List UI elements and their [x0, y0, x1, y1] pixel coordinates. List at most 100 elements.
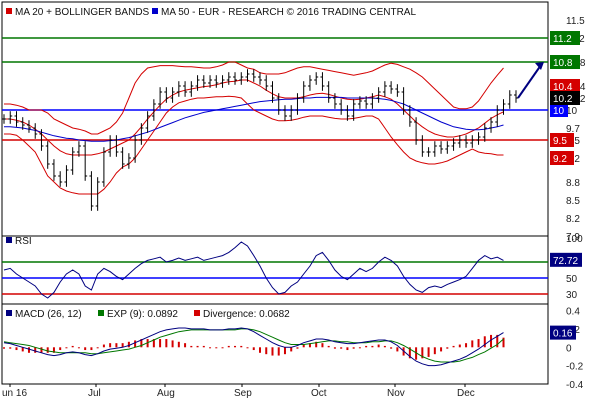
ohlc-bar [220, 75, 225, 88]
time-tick-label: Dec [457, 388, 475, 399]
ohlc-bar [514, 90, 518, 103]
ohlc-bar [39, 129, 44, 151]
ohlc-bar [26, 120, 31, 133]
ohlc-bar [301, 81, 306, 103]
divergence-bar [396, 347, 399, 352]
price-tag-label: 10.4 [553, 82, 573, 93]
rsi-tick-label: 100 [566, 234, 583, 245]
divergence-bar [371, 345, 374, 348]
divergence-bar [84, 347, 87, 351]
legend-label: EXP (9): 0.0892 [107, 309, 178, 320]
divergence-bar [134, 340, 137, 348]
ohlc-bar [489, 117, 494, 133]
price-tick-label: 11.5 [566, 16, 585, 27]
ohlc-bar [351, 99, 356, 121]
ohlc-bar [183, 81, 188, 97]
divergence-bar [252, 347, 255, 351]
price-legend: MA 20 + BOLLINGER BANDS MA 50 - EUR - RES… [6, 7, 416, 18]
divergence-bar [34, 347, 37, 353]
divergence-bar [190, 345, 193, 348]
divergence-bar [71, 345, 74, 348]
divergence-bar [65, 347, 68, 349]
divergence-bar [196, 345, 199, 348]
divergence-bar [496, 334, 499, 348]
ohlc-bar [457, 135, 462, 148]
divergence-bar [3, 347, 5, 349]
ohlc-bar [226, 72, 231, 85]
divergence-bar [365, 345, 368, 348]
ohlc-bar [139, 123, 144, 145]
ohlc-bar [439, 141, 444, 154]
divergence-bar [177, 341, 180, 348]
macd-line [3, 327, 504, 367]
ohlc-bar [76, 141, 81, 157]
legend-label: MA 50 - EUR - RESEARCH © 2016 TRADING CE… [161, 7, 416, 18]
forecast-arrow-head [535, 62, 544, 70]
divergence-bar [265, 347, 268, 355]
legend-label: MA 20 + BOLLINGER BANDS [15, 7, 150, 18]
ohlc-bar [364, 96, 369, 109]
ohlc-bar [289, 105, 294, 121]
ohlc-bar [357, 96, 362, 109]
divergence-bar [302, 344, 305, 348]
divergence-bar [96, 347, 99, 349]
divergence-bar [240, 345, 243, 348]
divergence-bar [377, 344, 380, 348]
ohlc-bar [389, 81, 394, 94]
level-tag-bg [550, 133, 574, 147]
divergence-bar [227, 345, 230, 348]
ohlc-bar [51, 159, 56, 181]
ohlc-bar [414, 117, 419, 145]
divergence-bar [271, 347, 274, 356]
ohlc-bar [101, 147, 106, 187]
legend-label: MACD (26, 12) [15, 309, 82, 320]
ohlc-bar [426, 147, 431, 157]
divergence-bar [259, 347, 261, 353]
price-tag-bg [550, 79, 580, 93]
ohlc-bar [264, 75, 269, 91]
ma50-line [4, 96, 504, 142]
ohlc-bar [482, 123, 487, 142]
divergence-bar [440, 347, 443, 352]
divergence-bar [102, 344, 105, 348]
ohlc-bar [395, 84, 400, 97]
divergence-bar [346, 347, 349, 351]
divergence-bar [315, 341, 318, 348]
divergence-bar [283, 347, 286, 355]
divergence-bar [333, 347, 336, 349]
macd-tag-bg [550, 325, 576, 340]
ohlc-bar [233, 72, 238, 85]
level-tag-bg [550, 55, 580, 69]
level-tag-label: 10.8 [553, 58, 573, 69]
divergence-bar [209, 347, 212, 349]
ohlc-bar [176, 81, 181, 97]
time-tick-label: Aug [157, 388, 175, 399]
legend-label: Divergence: 0.0682 [203, 309, 290, 320]
divergence-bar [77, 347, 80, 349]
time-tick-label: un 16 [2, 388, 27, 399]
legend-swatch [98, 310, 104, 316]
ohlc-bar [332, 93, 337, 109]
divergence-bar [296, 347, 299, 349]
level-tag-label: 9.5 [553, 136, 567, 147]
price-panel-frame [1, 1, 549, 237]
ma20-line [4, 79, 504, 156]
rsi-line [3, 241, 504, 299]
ohlc-bar [120, 147, 125, 169]
ohlc-bar [114, 135, 119, 157]
ohlc-bar [258, 72, 262, 85]
divergence-bar [358, 347, 361, 349]
macd-tick-label: -0.4 [566, 380, 584, 391]
price-tag-bg [550, 151, 574, 165]
ohlc-bar [245, 69, 250, 82]
divergence-bar [115, 343, 118, 348]
ohlc-bar [470, 135, 475, 148]
ohlc-bar [420, 135, 425, 157]
level-tag-label: 10 [553, 106, 565, 117]
ohlc-bar [208, 75, 213, 88]
ohlc-bar [201, 75, 206, 88]
